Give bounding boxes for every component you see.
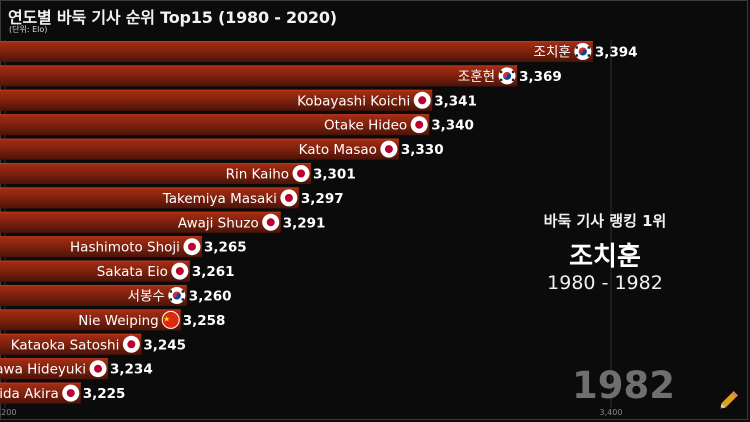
leader-name: 조치훈 bbox=[569, 242, 641, 272]
japan-flag-icon bbox=[292, 165, 310, 182]
bar-name-label: Nie Weiping bbox=[78, 313, 159, 329]
bar-value-label: 3,330 bbox=[401, 142, 444, 158]
bar bbox=[0, 211, 281, 233]
bar-value-label: 3,394 bbox=[595, 45, 638, 61]
bar bbox=[0, 138, 399, 160]
bar-value-label: 3,260 bbox=[189, 289, 232, 305]
bar-name-label: Hashimoto Shoji bbox=[70, 240, 180, 256]
bar bbox=[0, 333, 142, 355]
bar bbox=[0, 89, 433, 111]
bar-value-label: 3,245 bbox=[143, 337, 186, 353]
bar-value-label: 3,261 bbox=[192, 264, 235, 280]
korea-flag-icon bbox=[168, 287, 186, 304]
bar-name-label: 서봉수 bbox=[128, 289, 165, 305]
japan-flag-icon bbox=[410, 116, 428, 134]
japan-flag-icon bbox=[380, 140, 398, 158]
bar-value-label: 3,234 bbox=[110, 362, 153, 378]
bar bbox=[0, 114, 430, 136]
bar-name-label: isawa Hideyuki bbox=[0, 362, 86, 378]
bar bbox=[0, 236, 202, 258]
x-tick-label: 3,400 bbox=[600, 408, 623, 417]
bar bbox=[0, 65, 518, 87]
bar-name-label: Takemiya Masaki bbox=[162, 191, 277, 207]
korea-flag-icon bbox=[498, 67, 516, 85]
x-tick-label: 3,200 bbox=[0, 408, 16, 417]
bar-value-label: 3,265 bbox=[204, 240, 247, 256]
bar-value-label: 3,341 bbox=[434, 93, 477, 109]
bar-name-label: Kobayashi Koichi bbox=[297, 93, 410, 109]
bar-value-label: 3,258 bbox=[183, 313, 226, 329]
leader-years: 1980 - 1982 bbox=[547, 272, 663, 294]
bar-name-label: Rin Kaiho bbox=[226, 167, 289, 183]
japan-flag-icon bbox=[171, 262, 189, 280]
bar-value-label: 3,225 bbox=[83, 386, 126, 402]
unit-label: (단위: Elo) bbox=[9, 25, 48, 34]
japan-flag-icon bbox=[89, 360, 107, 378]
bar bbox=[0, 358, 109, 380]
bar bbox=[0, 187, 299, 209]
bar bbox=[0, 260, 190, 282]
bar-name-label: Kato Masao bbox=[299, 142, 377, 158]
china-flag-icon bbox=[161, 310, 180, 329]
bar bbox=[0, 163, 312, 184]
bar-value-label: 3,291 bbox=[283, 215, 326, 231]
bar bbox=[0, 285, 187, 306]
bar bbox=[0, 382, 81, 404]
pencil-icon[interactable] bbox=[716, 389, 740, 413]
leader-subtitle: 바둑 기사 랭킹 1위 bbox=[543, 212, 667, 230]
bar-name-label: Otake Hideo bbox=[324, 118, 407, 134]
bar-name-label: 조훈현 bbox=[458, 69, 495, 85]
bar-name-label: Awaji Shuzo bbox=[178, 215, 259, 231]
korea-flag-icon bbox=[574, 43, 592, 60]
bar-value-label: 3,297 bbox=[301, 191, 344, 207]
japan-flag-icon bbox=[62, 384, 80, 402]
current-year: 1982 bbox=[572, 364, 675, 407]
japan-flag-icon bbox=[183, 238, 201, 256]
bar bbox=[0, 41, 593, 62]
bar-name-label: Sakata Eio bbox=[97, 264, 168, 280]
japan-flag-icon bbox=[413, 91, 431, 109]
chart-title: 연도별 바둑 기사 순위 Top15 (1980 - 2020) bbox=[8, 8, 337, 27]
bar-value-label: 3,369 bbox=[519, 69, 562, 85]
japan-flag-icon bbox=[262, 213, 280, 231]
japan-flag-icon bbox=[122, 335, 140, 353]
bar bbox=[0, 309, 181, 331]
bar-name-label: shida Akira bbox=[0, 386, 59, 402]
japan-flag-icon bbox=[280, 189, 298, 207]
bar-name-label: 조치훈 bbox=[534, 45, 571, 61]
bar-value-label: 3,301 bbox=[313, 167, 356, 183]
bar-name-label: Kataoka Satoshi bbox=[11, 337, 120, 353]
bar-value-label: 3,340 bbox=[431, 118, 474, 134]
